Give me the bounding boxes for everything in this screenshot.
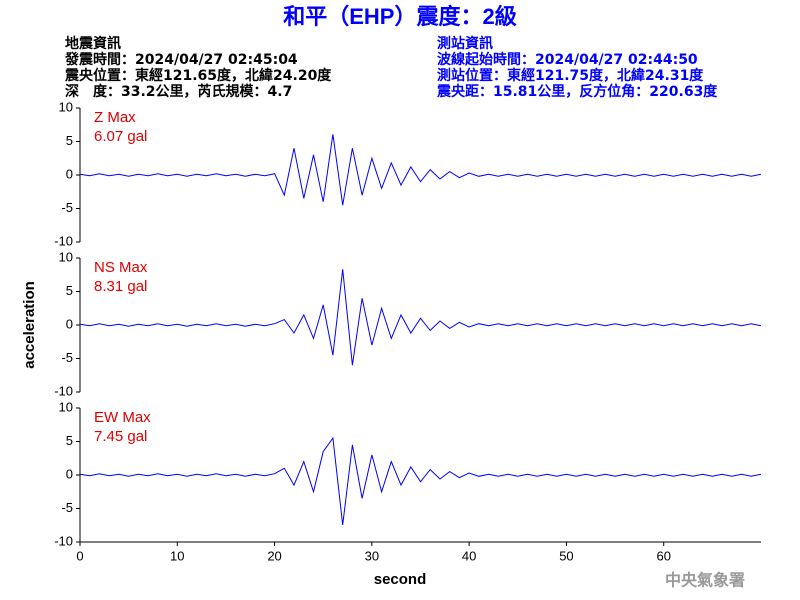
max-annotation: 8.31 gal — [94, 278, 147, 295]
max-annotation: NS Max — [94, 259, 148, 276]
y-tick-label: 5 — [66, 433, 73, 448]
y-tick-label: 0 — [66, 166, 73, 181]
info-line: 發震時間：2024/04/27 02:45:04 — [64, 51, 298, 68]
y-tick-label: -10 — [54, 383, 73, 398]
y-tick-label: -10 — [54, 533, 73, 548]
title: 和平（EHP）震度：2級 — [283, 4, 516, 29]
info-line: 測站位置：東經121.75度，北緯24.31度 — [437, 67, 704, 84]
x-tick-label: 20 — [267, 548, 281, 563]
y-tick-label: 10 — [59, 99, 73, 114]
max-annotation: 7.45 gal — [94, 428, 147, 445]
y-tick-label: 5 — [66, 133, 73, 148]
x-tick-label: 30 — [365, 548, 379, 563]
max-annotation: 6.07 gal — [94, 128, 147, 145]
y-tick-label: 10 — [59, 249, 73, 264]
info-line: 測站資訊 — [437, 35, 493, 52]
y-tick-label: 0 — [66, 316, 73, 331]
waveform — [79, 269, 762, 366]
watermark: 中央氣象署 — [665, 571, 745, 590]
x-tick-label: 50 — [559, 548, 573, 563]
info-line: 波線起始時間：2024/04/27 02:44:50 — [437, 51, 698, 68]
y-axis-label: acceleration — [21, 281, 38, 369]
y-tick-label: 0 — [66, 466, 73, 481]
x-tick-label: 60 — [656, 548, 670, 563]
info-line: 震央距：15.81公里，反方位角：220.63度 — [436, 83, 718, 100]
x-tick-label: 0 — [76, 548, 83, 563]
info-line: 地震資訊 — [65, 35, 121, 52]
y-tick-label: -5 — [61, 200, 73, 215]
x-tick-label: 10 — [170, 548, 184, 563]
max-annotation: EW Max — [94, 409, 151, 426]
y-tick-label: -10 — [54, 233, 73, 248]
max-annotation: Z Max — [94, 109, 136, 126]
y-tick-label: 5 — [66, 283, 73, 298]
info-line: 深 度：33.2公里，芮氏規模：4.7 — [65, 83, 292, 100]
waveform — [79, 134, 762, 206]
x-tick-label: 40 — [462, 548, 476, 563]
waveform — [79, 436, 762, 525]
info-line: 震央位置：東經121.65度，北緯24.20度 — [64, 67, 332, 84]
y-tick-label: -5 — [61, 350, 73, 365]
y-tick-label: -5 — [61, 500, 73, 515]
y-tick-label: 10 — [59, 399, 73, 414]
x-axis-label: second — [374, 571, 427, 588]
